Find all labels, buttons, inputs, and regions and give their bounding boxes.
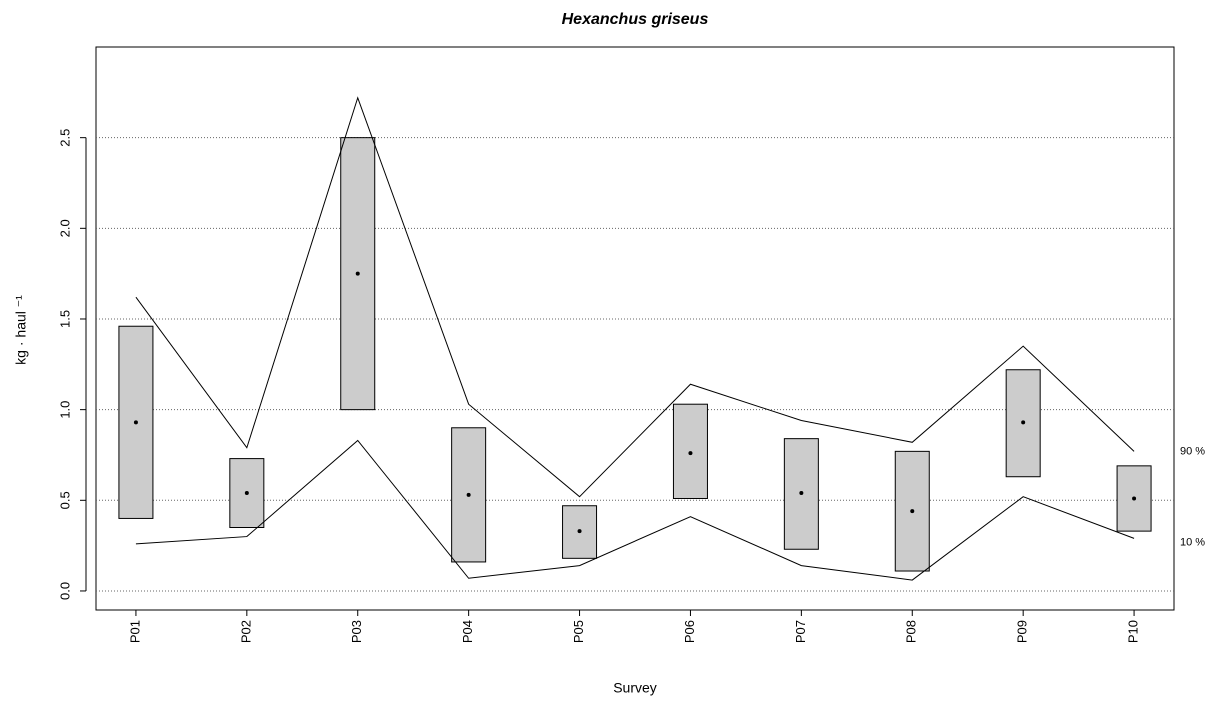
y-tick-label: 2.5 xyxy=(57,129,72,147)
mean-point xyxy=(577,529,582,534)
mean-point xyxy=(133,420,138,425)
quantile-line xyxy=(135,439,1135,581)
y-tick-label: 0.0 xyxy=(57,582,72,600)
y-axis-label: kg · haul ⁻¹ xyxy=(13,295,29,365)
y-tick-label: 1.0 xyxy=(57,401,72,419)
x-tick-label: P02 xyxy=(238,620,253,643)
mean-point xyxy=(1132,496,1137,501)
mean-point xyxy=(910,509,915,514)
line-label: 10 % xyxy=(1180,536,1205,548)
x-tick-label: P06 xyxy=(682,620,697,643)
range-box xyxy=(451,427,487,563)
mean-point xyxy=(799,491,804,496)
y-tick-label: 2.0 xyxy=(57,219,72,237)
range-box xyxy=(672,403,708,499)
x-tick-label: P01 xyxy=(127,620,142,643)
mean-point xyxy=(244,491,249,496)
x-tick-label: P09 xyxy=(1015,620,1030,643)
quantile-line xyxy=(135,96,1135,498)
y-tick-label: 0.5 xyxy=(57,491,72,509)
x-tick-label: P10 xyxy=(1126,620,1141,643)
mean-point xyxy=(466,492,471,497)
x-tick-label: P08 xyxy=(904,620,919,643)
x-tick-label: P05 xyxy=(571,620,586,643)
x-tick-label: P04 xyxy=(460,620,475,643)
mean-point xyxy=(355,271,360,276)
x-tick-label: P07 xyxy=(793,620,808,643)
mean-point xyxy=(688,451,693,456)
x-tick-label: P03 xyxy=(349,620,364,643)
mean-point xyxy=(1021,420,1026,425)
x-axis-label: Survey xyxy=(613,680,657,696)
y-tick-label: 1.5 xyxy=(57,310,72,328)
line-label: 90 % xyxy=(1180,445,1205,457)
chart-title: Hexanchus griseus xyxy=(562,11,709,28)
